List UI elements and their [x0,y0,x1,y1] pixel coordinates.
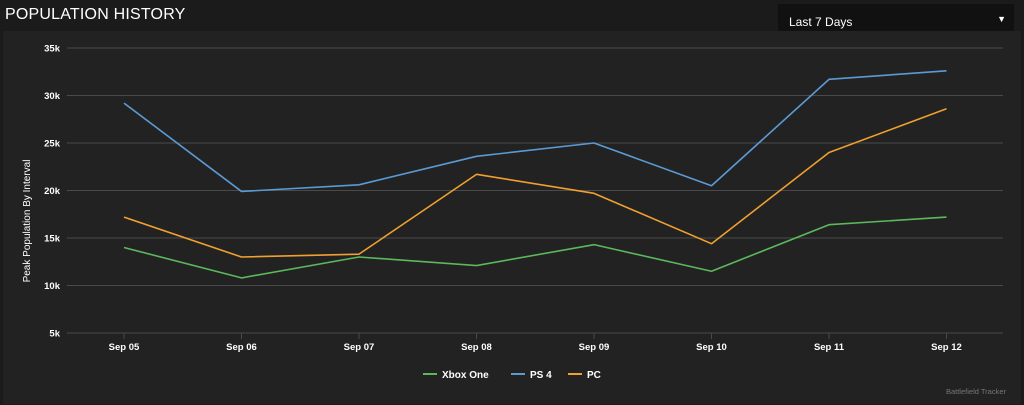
x-tick-label: Sep 11 [814,342,845,353]
x-tick-label: Sep 07 [344,342,375,353]
legend-label: PS 4 [530,370,552,381]
grid-lines [67,47,1003,334]
series-line-ps-4[interactable] [123,70,947,193]
legend-item[interactable]: PS 4 [511,370,552,381]
chart-panel: 5k 10k 15k 20k 25k 30k 35k Sep 05 Sep 06 Sep 07 S… [3,31,1021,404]
legend-label: Xbox One [442,370,489,381]
y-tick-label: 15k [44,234,61,245]
x-tick-label: Sep 12 [931,342,962,353]
x-axis-ticks: Sep 05 Sep 06 Sep 07 Sep 08 Sep 09 Sep 10 Sep … [109,333,962,353]
x-tick-label: Sep 08 [461,342,492,353]
y-tick-label: 5k [49,329,60,340]
legend-label: PC [587,370,601,381]
time-range-value: Last 7 Days [789,15,853,29]
x-tick-label: Sep 05 [109,342,140,353]
y-tick-label: 35k [44,44,61,55]
page-title: POPULATION HISTORY [5,6,186,23]
chevron-down-icon: ▼ [997,14,1006,24]
y-tick-label: 25k [44,139,61,150]
credit-text: Battlefield Tracker [946,387,1007,396]
x-tick-label: Sep 06 [226,342,257,353]
series-line-xbox-one[interactable] [123,216,947,279]
y-tick-label: 30k [44,91,61,102]
legend-item[interactable]: PC [568,370,601,381]
series-line-pc[interactable] [123,108,947,258]
series-lines [123,70,947,279]
y-axis-ticks: 5k 10k 15k 20k 25k 30k 35k [44,44,61,340]
y-tick-label: 20k [44,186,61,197]
y-tick-label: 10k [44,281,61,292]
x-tick-label: Sep 09 [579,342,610,353]
legend: Xbox One PS 4 PC [423,370,601,381]
x-tick-label: Sep 10 [696,342,727,353]
y-axis-label: Peak Population By Interval [22,160,33,283]
legend-item[interactable]: Xbox One [423,370,489,381]
